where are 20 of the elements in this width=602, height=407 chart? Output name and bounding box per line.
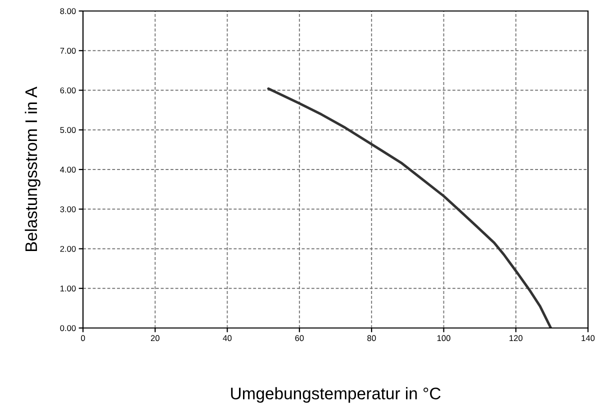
y-tick-label: 7.00: [60, 48, 76, 54]
y-tick-label: 6.00: [60, 87, 76, 94]
x-tick-label: 40: [222, 335, 232, 342]
y-tick-label: 4.00: [60, 166, 76, 173]
x-axis-title: Umgebungstemperatur in °C: [231, 387, 441, 403]
y-axis-title: Belastungsstrom I in A: [24, 86, 40, 252]
x-tick-label: 80: [367, 335, 376, 342]
y-tick-label: 2.00: [60, 246, 76, 252]
x-tick-label: 140: [582, 335, 595, 342]
y-tick-label: 0.00: [60, 325, 76, 332]
y-tick-label: 8.00: [60, 8, 76, 14]
x-tick-label: 60: [295, 335, 304, 342]
x-tick-label: 0: [81, 335, 85, 342]
x-tick-label: 20: [150, 335, 160, 342]
x-tick-label: 120: [510, 335, 522, 342]
y-tick-label: 3.00: [60, 206, 76, 212]
y-tick-label: 1.00: [60, 286, 76, 292]
y-tick-label: 5.00: [60, 127, 76, 133]
line-series: [267, 87, 552, 328]
x-tick-label: 100: [437, 335, 450, 342]
